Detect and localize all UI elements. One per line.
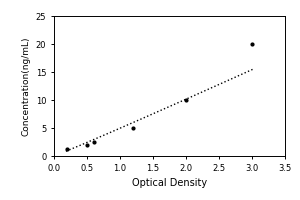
X-axis label: Optical Density: Optical Density [132,178,207,188]
Y-axis label: Concentration(ng/mL): Concentration(ng/mL) [21,36,30,136]
